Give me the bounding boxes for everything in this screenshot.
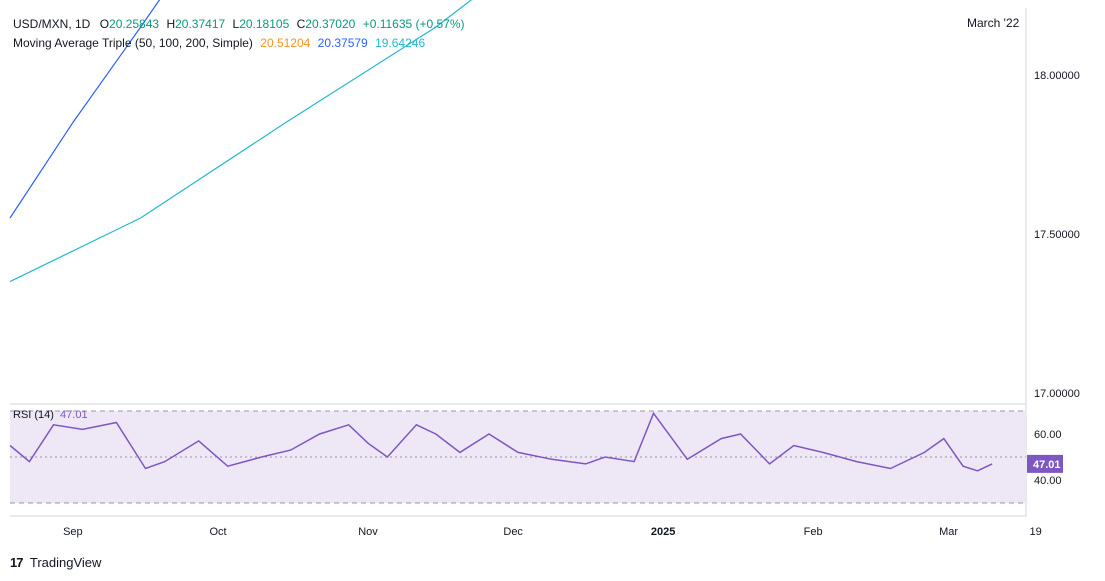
close-value: 20.37020 [305,17,356,31]
close-label: C [296,17,306,31]
axes: 17.0000017.5000018.0000018.5000019.00000… [63,70,1080,538]
tradingview-brand[interactable]: TradingView [29,555,102,570]
ma50-value: 20.51204 [260,36,311,50]
sma200-line [9,0,473,283]
rsi-tick-label: 40.00 [1034,475,1062,487]
ma100-value: 20.37579 [317,36,368,50]
rsi-tag-label: 47.01 [1033,459,1061,471]
price-tick-label: 18.00000 [1034,70,1080,82]
time-tick-label: 2025 [651,526,675,538]
price-tick-label: 17.50000 [1034,229,1080,241]
change-value: +0.11635 (+0.57%) [362,17,465,31]
tradingview-logo[interactable]: 17 [10,555,24,570]
price-pane[interactable] [10,8,1026,404]
rsi-tick-label: 60.00 [1034,429,1062,441]
symbol-header: USD/MXN, 1D O20.25843 H20.37417 L20.1810… [13,17,465,31]
rsi-tag-bg [1027,454,1063,473]
time-tick-label: Sep [63,526,83,538]
time-tick-label: Mar [939,526,958,538]
time-tick-label: Oct [209,526,226,538]
rsi-band [10,411,1026,503]
time-tick-label: Feb [804,526,823,538]
open-value: 20.25843 [109,17,160,31]
high-value: 20.37417 [175,17,226,31]
symbol-label[interactable]: USD/MXN, 1D [13,17,91,31]
low-label: L [232,17,240,31]
rsi-legend[interactable]: RSI (14) 47.01 [13,409,88,421]
footer: 17 TradingView [10,555,101,570]
time-tick-label: 19 [1030,526,1042,538]
rsi-line [9,411,993,472]
ma-legend-label: Moving Average Triple (50, 100, 200, Sim… [13,36,253,50]
low-value: 20.18105 [239,17,290,31]
rsi-legend-value: 47.01 [60,409,88,421]
ma200-value: 19.64246 [375,36,426,50]
time-tick-label: Dec [503,526,523,538]
ma-legend[interactable]: Moving Average Triple (50, 100, 200, Sim… [13,36,425,50]
rsi-series [9,411,993,472]
price-tick-label: 17.00000 [1034,388,1080,400]
date-tag: March '22 [967,16,1020,30]
open-label: O [99,17,110,31]
price-tags: 21.4675020.9392820.5120420.3757920.37020… [1027,454,1063,473]
time-tick-label: Nov [358,526,378,538]
sma100-line [9,0,161,219]
high-label: H [166,17,176,31]
moving-averages [9,0,473,283]
rsi-legend-label: RSI (14) [13,409,54,421]
